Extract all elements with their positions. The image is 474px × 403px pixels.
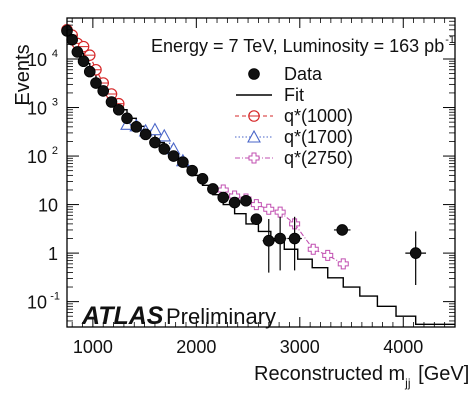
y-tick-exponent: 2 xyxy=(52,145,58,157)
q2750-point xyxy=(337,258,349,270)
legend-label: q*(2750) xyxy=(284,148,353,168)
data-series xyxy=(61,25,427,286)
data-point xyxy=(149,136,161,149)
plot-content xyxy=(61,23,455,326)
data-point xyxy=(250,213,263,225)
y-tick-label-group: 10 3 xyxy=(27,97,58,119)
data-point xyxy=(228,196,241,209)
data-point xyxy=(121,112,133,125)
data-point xyxy=(274,232,286,245)
legend-label: Data xyxy=(284,64,323,84)
series-q2750 xyxy=(217,184,349,270)
fit-step-line xyxy=(67,35,455,326)
data-point xyxy=(336,224,349,236)
data-point xyxy=(217,191,230,204)
y-tick-base: 10 xyxy=(27,293,47,313)
legend-item: q*(1000) xyxy=(235,106,353,126)
y-tick-label-group: 10 4 xyxy=(27,48,58,70)
data-point xyxy=(167,150,180,162)
y-tick-exponent: 3 xyxy=(52,97,58,109)
legend-data-marker xyxy=(248,68,260,80)
x-axis-label-suffix: [GeV] xyxy=(418,363,469,385)
data-point xyxy=(112,103,125,116)
legend-item: q*(1700) xyxy=(235,127,353,147)
y-tick-base: 10 xyxy=(38,196,58,216)
legend-signal-marker xyxy=(247,129,261,143)
x-tick-label: 4000 xyxy=(383,337,423,357)
q1700-point xyxy=(148,122,162,136)
y-tick-label-group: 1 xyxy=(48,244,58,264)
y-tick-base: 10 xyxy=(27,147,47,167)
data-point xyxy=(240,194,252,207)
plot-frame xyxy=(66,17,456,328)
x-tick-label: 1000 xyxy=(73,337,113,357)
q1700-point xyxy=(157,128,172,142)
legend-item: Fit xyxy=(236,85,304,105)
data-point xyxy=(130,121,143,133)
data-point xyxy=(105,96,118,108)
q2750-point xyxy=(307,243,319,255)
energy-luminosity-label: Energy = 7 TeV, Luminosity = 163 pb xyxy=(151,36,444,56)
data-point xyxy=(71,46,84,58)
data-point xyxy=(177,156,189,168)
y-tick-exponent: -1 xyxy=(50,291,60,303)
luminosity-superscript: -1 xyxy=(445,34,455,46)
data-point xyxy=(186,164,198,177)
data-point xyxy=(262,234,275,247)
q2750-point xyxy=(217,184,229,196)
y-tick-base: 10 xyxy=(27,50,47,70)
data-point xyxy=(139,128,152,141)
y-tick-label-group: 10 2 xyxy=(27,145,58,167)
legend-label: q*(1000) xyxy=(284,106,353,126)
legend-label: Fit xyxy=(284,85,304,105)
data-point xyxy=(207,183,219,195)
axes-layer xyxy=(66,17,456,328)
y-tick-base: 1 xyxy=(48,244,58,264)
data-point xyxy=(97,85,110,97)
y-tick-label-group: 10 xyxy=(38,196,58,216)
legend-signal-marker xyxy=(248,152,260,164)
data-point xyxy=(77,55,90,68)
data-point xyxy=(288,232,301,245)
legend-item: q*(2750) xyxy=(235,148,353,168)
data-point xyxy=(409,247,422,259)
x-tick-label: 2000 xyxy=(176,337,216,357)
data-point xyxy=(83,65,96,78)
legend-item: Data xyxy=(248,64,323,84)
q2750-point xyxy=(322,249,334,261)
y-tick-base: 10 xyxy=(27,99,47,119)
data-point xyxy=(90,77,102,89)
x-axis-label-main: Reconstructed m xyxy=(254,363,405,385)
y-tick-label-group: 10 -1 xyxy=(27,291,60,313)
legend-label: q*(1700) xyxy=(284,127,353,147)
x-axis-label-subscript: jj xyxy=(404,376,410,390)
y-axis-label: Events xyxy=(12,44,34,105)
data-point xyxy=(158,143,171,155)
data-point xyxy=(196,172,209,185)
x-tick-label: 3000 xyxy=(280,337,320,357)
q2750-point xyxy=(274,206,286,218)
atlas-label: ATLAS xyxy=(81,302,164,330)
q2750-point xyxy=(263,203,275,215)
y-tick-exponent: 4 xyxy=(52,48,58,60)
preliminary-label: Preliminary xyxy=(166,304,276,329)
q2750-point xyxy=(250,199,262,211)
